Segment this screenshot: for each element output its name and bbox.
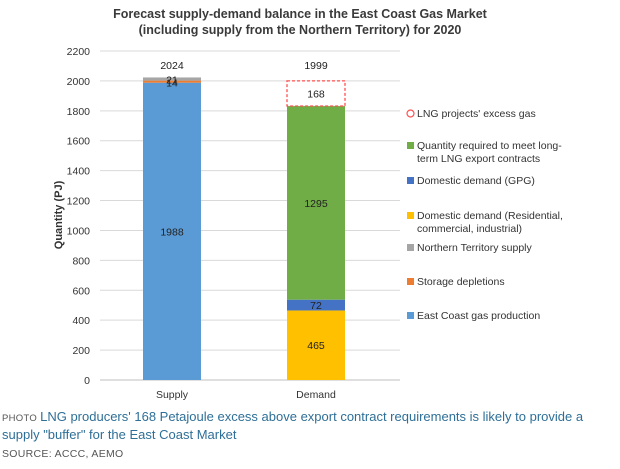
bar-segment bbox=[286, 80, 346, 107]
bar-segment bbox=[287, 106, 345, 300]
caption-text: LNG producers' 168 Petajoule excess abov… bbox=[2, 409, 584, 442]
legend-label: Domestic demand (GPG) bbox=[417, 175, 535, 187]
y-tick-label: 2000 bbox=[67, 76, 91, 88]
total-label: 1999 bbox=[304, 60, 328, 72]
data-label: 1988 bbox=[160, 226, 184, 238]
photo-tag: PHOTO bbox=[2, 413, 38, 424]
bar-segment bbox=[143, 77, 201, 81]
y-tick-label: 800 bbox=[72, 255, 90, 267]
legend-label: Domestic demand (Residential, bbox=[417, 210, 563, 222]
data-label: 72 bbox=[310, 300, 322, 312]
data-label: 465 bbox=[307, 340, 325, 352]
y-tick-label: 1000 bbox=[67, 225, 91, 237]
legend: LNG projects' excess gas Quantity require… bbox=[406, 108, 563, 322]
chart-title-line-1: Forecast supply-demand balance in the Ea… bbox=[113, 7, 488, 21]
legend-swatch bbox=[407, 312, 414, 319]
bar-segment bbox=[143, 82, 201, 380]
source-line: SOURCE: ACCC, AEMO bbox=[2, 448, 124, 460]
chart: Forecast supply-demand balance in the Ea… bbox=[53, 7, 563, 400]
y-tick-label: 2200 bbox=[67, 46, 91, 58]
legend-swatch bbox=[407, 278, 414, 285]
y-tick-label: 1200 bbox=[67, 196, 91, 208]
legend-label: LNG projects' excess gas bbox=[417, 108, 536, 120]
photo-caption: PHOTO LNG producers' 168 Petajoule excess… bbox=[2, 409, 614, 443]
legend-swatch bbox=[407, 177, 414, 184]
y-tick-label: 200 bbox=[72, 345, 90, 357]
legend-swatch bbox=[407, 142, 414, 149]
y-axis-label: Quantity (PJ) bbox=[53, 180, 65, 249]
data-label: 14 bbox=[166, 78, 178, 90]
legend-swatch bbox=[407, 212, 414, 219]
x-tick-label: Supply bbox=[156, 389, 189, 400]
legend-swatch bbox=[406, 109, 415, 118]
total-label: 2024 bbox=[160, 60, 184, 72]
data-label: 168 bbox=[307, 88, 325, 100]
y-tick-label: 1800 bbox=[67, 106, 91, 118]
x-axis-ticks: Supply Demand bbox=[156, 389, 336, 400]
legend-label: Quantity required to meet long- bbox=[417, 140, 562, 152]
data-label: 1295 bbox=[304, 198, 328, 210]
data-label: 21 bbox=[166, 75, 178, 87]
legend-label: Storage depletions bbox=[417, 276, 505, 288]
x-tick-label: Demand bbox=[296, 389, 336, 400]
legend-label: East Coast gas production bbox=[417, 310, 540, 322]
legend-label: commercial, industrial) bbox=[417, 223, 522, 235]
y-tick-label: 600 bbox=[72, 285, 90, 297]
y-tick-label: 0 bbox=[84, 375, 90, 387]
y-tick-label: 1600 bbox=[67, 136, 91, 148]
bar-segment bbox=[287, 299, 345, 311]
y-axis-ticks: 0 200 400 600 800 1000 1200 1400 1600 1800 2000 220… bbox=[67, 46, 91, 387]
y-tick-label: 400 bbox=[72, 315, 90, 327]
bar-segment bbox=[287, 310, 345, 380]
legend-label: Northern Territory supply bbox=[417, 242, 533, 254]
y-tick-label: 1400 bbox=[67, 166, 91, 178]
legend-swatch bbox=[407, 244, 414, 251]
chart-title-line-2: (including supply from the Northern Terr… bbox=[139, 23, 462, 37]
bar-segment bbox=[143, 80, 201, 83]
legend-label: term LNG export contracts bbox=[417, 153, 540, 165]
